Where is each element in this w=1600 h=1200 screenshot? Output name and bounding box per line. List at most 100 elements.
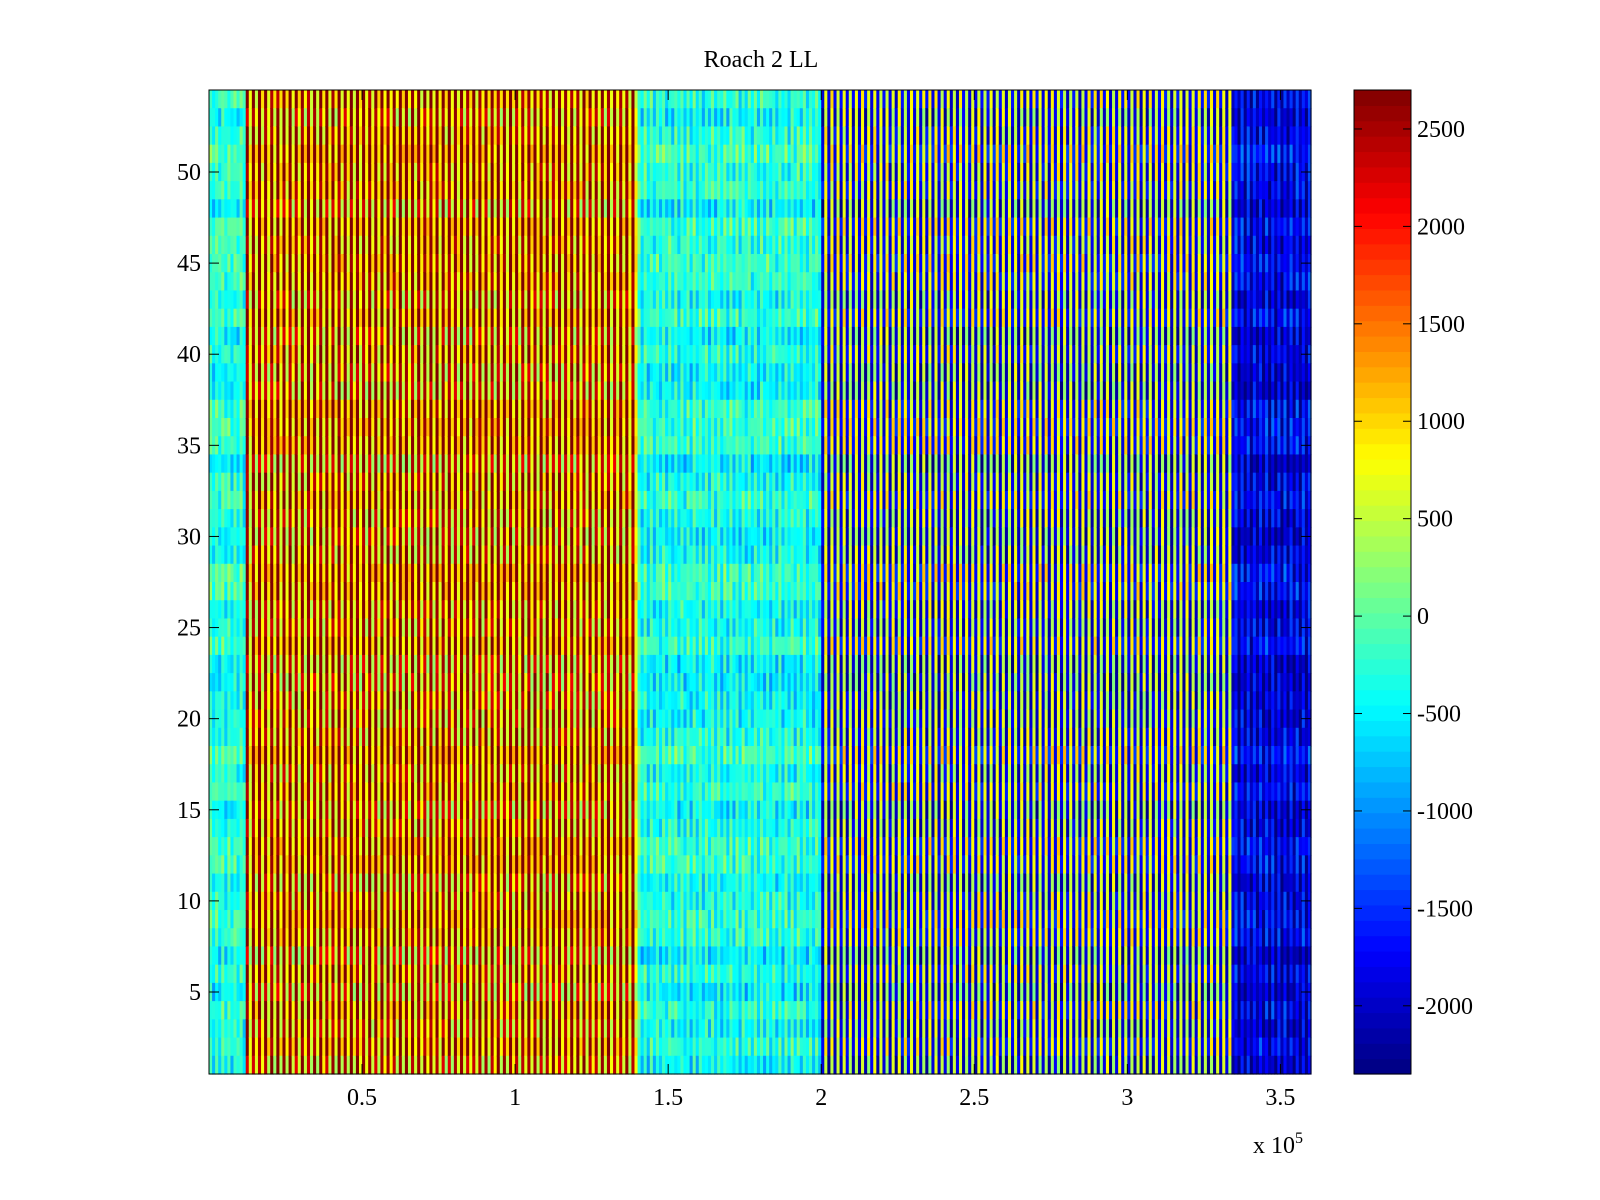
heatmap-cell	[285, 399, 290, 419]
heatmap-cell	[264, 418, 268, 437]
heatmap-cell	[282, 272, 287, 292]
heatmap-cell	[248, 600, 253, 620]
heatmap-cell	[227, 472, 232, 492]
heatmap-cell	[215, 363, 219, 383]
heatmap-cell	[218, 964, 222, 984]
heatmap-cell	[245, 90, 250, 109]
heatmap-cell	[300, 1037, 305, 1057]
heatmap-cell	[297, 764, 302, 784]
heatmap-cell	[310, 545, 314, 565]
heatmap-cell	[218, 709, 222, 729]
heatmap-cell	[218, 764, 222, 784]
heatmap-cell	[230, 746, 235, 765]
heatmap-cell	[254, 326, 259, 346]
heatmap-cell	[212, 126, 216, 146]
heatmap-cell	[310, 90, 314, 109]
heatmap-cell	[313, 727, 317, 747]
heatmap-cell	[261, 108, 265, 128]
heatmap-cell	[212, 217, 216, 237]
heatmap-cell	[257, 600, 262, 620]
heatmap-cell	[306, 217, 311, 237]
heatmap-cell	[264, 600, 268, 620]
heatmap-cell	[276, 764, 280, 784]
heatmap-cell	[215, 308, 219, 328]
heatmap-cell	[279, 509, 284, 528]
heatmap-cell	[291, 1055, 296, 1075]
heatmap-cell	[242, 144, 247, 164]
heatmap-cell	[212, 545, 216, 565]
heatmap-cell	[300, 254, 305, 273]
heatmap-cell	[310, 472, 314, 492]
heatmap-cell	[227, 108, 232, 128]
heatmap-cell	[313, 108, 317, 128]
heatmap-cell	[261, 527, 265, 547]
heatmap-cell	[310, 436, 314, 456]
heatmap-cell	[279, 472, 284, 492]
heatmap-cell	[245, 527, 250, 547]
heatmap-cell	[264, 199, 268, 219]
heatmap-cell	[251, 108, 256, 128]
heatmap-cell	[254, 837, 259, 856]
heatmap-cell	[224, 254, 228, 273]
heatmap-cell	[242, 126, 247, 146]
heatmap-cell	[239, 254, 244, 273]
heatmap-cell	[282, 873, 287, 893]
heatmap-cell	[291, 144, 296, 164]
heatmap-cell	[297, 181, 302, 200]
heatmap-cell	[300, 126, 305, 146]
heatmap-cell	[291, 490, 296, 510]
heatmap-cell	[300, 399, 305, 419]
heatmap-cell	[294, 1037, 299, 1057]
heatmap-cell	[221, 964, 225, 984]
heatmap-cell	[285, 636, 290, 656]
heatmap-cell	[248, 982, 253, 1002]
heatmap-cell	[285, 873, 290, 893]
heatmap-cell	[313, 1001, 317, 1020]
heatmap-cell	[233, 746, 238, 765]
heatmap-cell	[242, 381, 247, 401]
heatmap-cell	[313, 1037, 317, 1057]
heatmap-cell	[306, 363, 311, 383]
heatmap-cell	[273, 636, 277, 656]
heatmap-cell	[276, 873, 280, 893]
heatmap-cell	[303, 691, 308, 711]
heatmap-cell	[233, 399, 238, 419]
heatmap-cell	[279, 782, 284, 802]
heatmap-cell	[218, 126, 222, 146]
heatmap-cell	[257, 873, 262, 893]
heatmap-cell	[288, 891, 293, 911]
heatmap-cell	[291, 691, 296, 711]
heatmap-cell	[267, 910, 271, 929]
heatmap-cell	[254, 818, 259, 838]
heatmap-cell	[264, 181, 268, 200]
heatmap-cell	[300, 764, 305, 784]
heatmap-cell	[248, 1019, 253, 1039]
heatmap-cell	[279, 363, 284, 383]
heatmap-cell	[261, 982, 265, 1002]
heatmap-cell	[270, 1037, 274, 1057]
heatmap-cell	[282, 490, 287, 510]
heatmap-cell	[248, 855, 253, 875]
heatmap-cell	[276, 290, 280, 310]
heatmap-cell	[267, 254, 271, 273]
heatmap-cell	[230, 837, 235, 856]
heatmap-cell	[242, 472, 247, 492]
heatmap-cell	[310, 563, 314, 583]
heatmap-cell	[261, 654, 265, 674]
heatmap-cell	[248, 673, 253, 692]
heatmap-cell	[282, 509, 287, 528]
heatmap-cell	[264, 982, 268, 1002]
heatmap-cell	[261, 818, 265, 838]
heatmap-cell	[209, 873, 213, 893]
heatmap-cell	[303, 1001, 308, 1020]
heatmap-cell	[242, 746, 247, 765]
heatmap-cell	[209, 363, 213, 383]
heatmap-cell	[297, 600, 302, 620]
heatmap-cell	[233, 1019, 238, 1039]
heatmap-cell	[270, 1001, 274, 1020]
heatmap-cell	[242, 1001, 247, 1020]
heatmap-cell	[251, 582, 256, 601]
heatmap-cell	[209, 272, 213, 292]
heatmap-cell	[261, 709, 265, 729]
heatmap-cell	[227, 509, 232, 528]
